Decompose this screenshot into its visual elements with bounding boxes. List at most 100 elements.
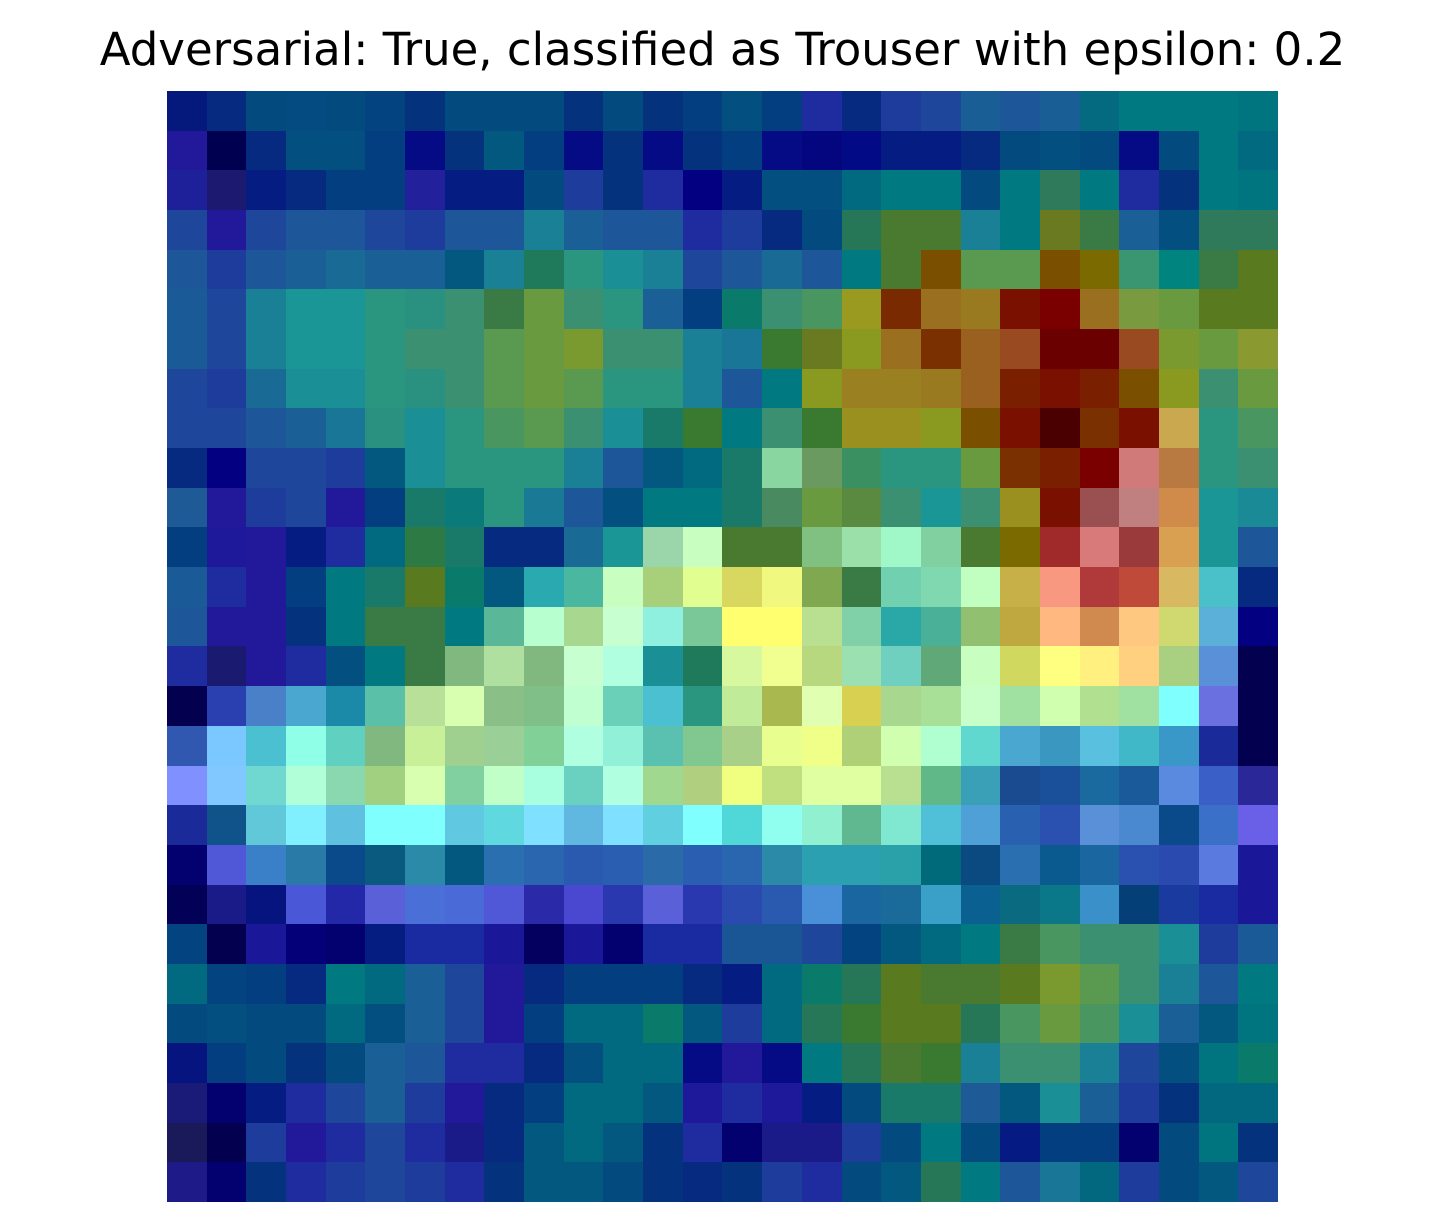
heatmap-cell	[1158, 210, 1199, 250]
heatmap-cell	[1119, 844, 1159, 885]
heatmap-cell	[1119, 329, 1159, 369]
heatmap-cell	[643, 924, 683, 964]
heatmap-cell	[246, 249, 287, 290]
heatmap-cell	[484, 1043, 525, 1083]
heatmap-cell	[325, 646, 366, 687]
heatmap-cell	[603, 1082, 644, 1123]
heatmap-cell	[563, 963, 604, 1004]
heatmap-cell	[365, 368, 406, 409]
heatmap-cell	[1119, 686, 1159, 726]
heatmap-cell	[722, 527, 763, 568]
heatmap-cell	[1119, 1043, 1159, 1083]
heatmap-cell	[246, 963, 287, 1004]
heatmap-cell	[1079, 448, 1120, 488]
heatmap-cell	[801, 963, 842, 1004]
heatmap-cell	[1000, 924, 1040, 964]
heatmap-cell	[1198, 1122, 1239, 1163]
heatmap-cell	[365, 249, 406, 290]
heatmap-cell	[1039, 606, 1080, 647]
heatmap-cell	[1238, 408, 1278, 449]
heatmap-cell	[524, 487, 564, 528]
heatmap-cell	[801, 1162, 842, 1202]
heatmap-cell	[206, 329, 247, 369]
heatmap-cell	[246, 130, 287, 171]
heatmap-cell	[1238, 130, 1278, 171]
heatmap-cell	[682, 1003, 723, 1044]
heatmap-cell	[444, 170, 485, 211]
heatmap-cell	[841, 289, 882, 330]
heatmap-cell	[246, 527, 287, 568]
heatmap-cell	[365, 1003, 406, 1044]
heatmap-cell	[1119, 805, 1159, 845]
heatmap-cell	[524, 368, 564, 409]
heatmap-cell	[365, 329, 406, 369]
heatmap-cell	[762, 1082, 802, 1123]
heatmap-cell	[206, 1082, 247, 1123]
heatmap-cell	[1079, 1003, 1120, 1044]
heatmap-cell	[444, 130, 485, 171]
heatmap-cell	[365, 924, 406, 964]
heatmap-cell	[603, 408, 644, 449]
heatmap-cell	[603, 686, 644, 726]
heatmap-cell	[484, 567, 525, 607]
heatmap-cell	[841, 329, 882, 369]
heatmap-cell	[1198, 567, 1239, 607]
heatmap-cell	[286, 289, 326, 330]
heatmap-cell	[563, 1162, 604, 1202]
heatmap-cell	[405, 924, 445, 964]
heatmap-cell	[722, 765, 763, 806]
heatmap-cell	[325, 329, 366, 369]
heatmap-cell	[1119, 646, 1159, 687]
heatmap-cell	[603, 329, 644, 369]
heatmap-cell	[1238, 91, 1278, 131]
heatmap-cell	[444, 646, 485, 687]
heatmap-cell	[1079, 686, 1120, 726]
heatmap-cell	[1198, 408, 1239, 449]
heatmap-cell	[762, 1162, 802, 1202]
heatmap-cell	[563, 1122, 604, 1163]
heatmap-cell	[841, 249, 882, 290]
heatmap-cell	[444, 567, 485, 607]
heatmap-cell	[920, 91, 961, 131]
heatmap-cell	[484, 963, 525, 1004]
heatmap-cell	[484, 329, 525, 369]
heatmap-cell	[167, 567, 207, 607]
heatmap-cell	[286, 170, 326, 211]
heatmap-cell	[1000, 368, 1040, 409]
heatmap-cell	[801, 289, 842, 330]
heatmap-cell	[1158, 646, 1199, 687]
heatmap-cell	[881, 130, 921, 171]
heatmap-cell	[484, 1082, 525, 1123]
heatmap-cell	[762, 91, 802, 131]
heatmap-cell	[1039, 368, 1080, 409]
heatmap-cell	[206, 844, 247, 885]
heatmap-cell	[960, 249, 1001, 290]
heatmap-cell	[801, 1122, 842, 1163]
heatmap-cell	[524, 765, 564, 806]
heatmap-cell	[722, 963, 763, 1004]
heatmap-cell	[682, 1122, 723, 1163]
heatmap-cell	[484, 606, 525, 647]
heatmap-cell	[325, 805, 366, 845]
heatmap-cell	[603, 844, 644, 885]
heatmap-cell	[444, 1043, 485, 1083]
heatmap-cell	[841, 686, 882, 726]
heatmap-cell	[881, 805, 921, 845]
heatmap-cell	[1039, 1122, 1080, 1163]
heatmap-cell	[1198, 329, 1239, 369]
heatmap-cell	[682, 329, 723, 369]
heatmap-cell	[643, 1162, 683, 1202]
heatmap-cell	[1198, 963, 1239, 1004]
heatmap-cell	[484, 130, 525, 171]
heatmap-cell	[1238, 1082, 1278, 1123]
heatmap-cell	[286, 1003, 326, 1044]
heatmap-cell	[405, 567, 445, 607]
heatmap-cell	[1079, 884, 1120, 925]
heatmap-cell	[1039, 527, 1080, 568]
heatmap-cell	[206, 408, 247, 449]
heatmap-cell	[722, 844, 763, 885]
heatmap-cell	[325, 765, 366, 806]
heatmap-cell	[325, 170, 366, 211]
heatmap-cell	[484, 924, 525, 964]
heatmap-cell	[365, 1082, 406, 1123]
